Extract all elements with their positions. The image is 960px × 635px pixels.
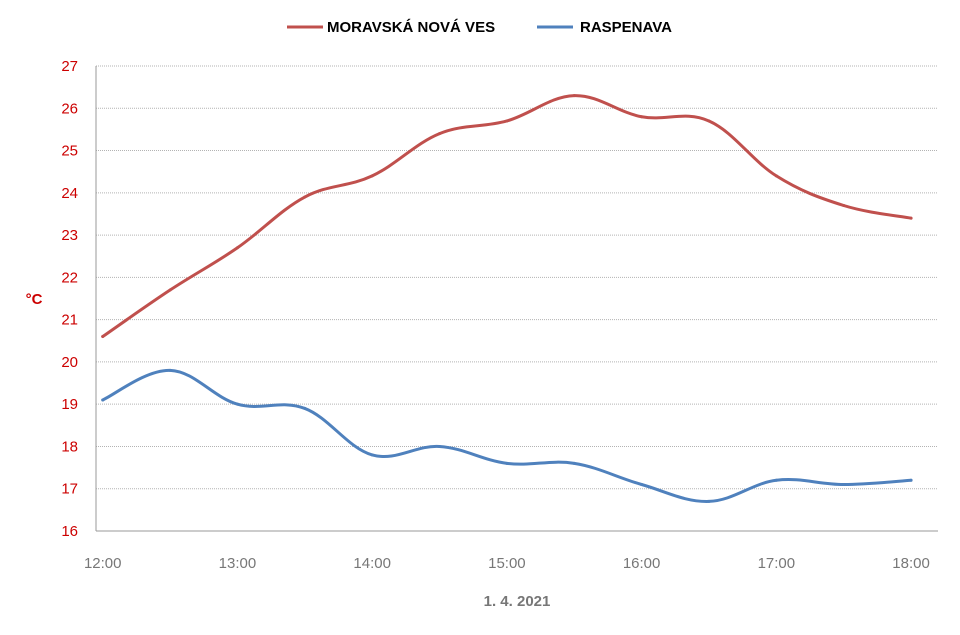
series-points bbox=[101, 94, 913, 503]
x-tick-label: 12:00 bbox=[84, 555, 122, 572]
y-tick-label: 18 bbox=[61, 438, 78, 455]
data-point bbox=[505, 119, 509, 123]
y-tick-label: 26 bbox=[61, 100, 78, 117]
data-point bbox=[101, 335, 105, 339]
data-point bbox=[370, 174, 374, 178]
y-tick-label: 24 bbox=[61, 185, 78, 202]
legend-label: RASPENAVA bbox=[580, 19, 672, 36]
y-tick-label: 16 bbox=[61, 523, 78, 540]
y-tick-label: 22 bbox=[61, 269, 78, 286]
data-point bbox=[909, 478, 913, 482]
data-point bbox=[640, 483, 644, 486]
y-tick-label: 23 bbox=[61, 227, 78, 244]
data-point bbox=[303, 195, 307, 199]
data-point bbox=[303, 406, 307, 410]
data-point bbox=[505, 461, 509, 465]
data-point bbox=[774, 174, 778, 178]
x-tick-label: 13:00 bbox=[219, 555, 257, 572]
gridlines bbox=[96, 65, 938, 490]
y-tick-label: 25 bbox=[61, 143, 78, 160]
data-point bbox=[438, 132, 442, 136]
x-tick-label: 16:00 bbox=[623, 555, 661, 572]
data-point bbox=[707, 119, 711, 123]
series-line-0 bbox=[101, 94, 913, 339]
data-point bbox=[168, 368, 172, 372]
x-tick-label: 15:00 bbox=[488, 555, 526, 572]
legend: MORAVSKÁ NOVÁ VES RASPENAVA bbox=[287, 19, 672, 36]
data-point bbox=[707, 499, 711, 503]
y-tick-label: 19 bbox=[61, 396, 78, 413]
data-point bbox=[572, 94, 576, 98]
data-point bbox=[842, 204, 846, 207]
data-point bbox=[168, 288, 172, 292]
data-point bbox=[438, 444, 442, 448]
data-point bbox=[640, 115, 644, 119]
x-axis-title: 1. 4. 2021 bbox=[484, 593, 551, 610]
data-point bbox=[101, 398, 105, 402]
legend-label: MORAVSKÁ NOVÁ VES bbox=[327, 19, 495, 36]
data-point bbox=[370, 453, 374, 457]
y-axis-title: °C bbox=[26, 291, 43, 308]
data-point bbox=[909, 216, 913, 220]
data-point bbox=[235, 402, 239, 406]
x-tick-label: 17:00 bbox=[758, 555, 796, 572]
axes bbox=[95, 66, 938, 532]
x-tick-label: 14:00 bbox=[353, 555, 391, 572]
y-tick-label: 21 bbox=[61, 312, 78, 329]
x-tick-label: 18:00 bbox=[892, 555, 930, 572]
data-point bbox=[774, 478, 778, 482]
x-axis-ticks: 12:00 13:00 14:00 15:00 16:00 17:00 18:00 bbox=[84, 555, 930, 572]
series-line-1 bbox=[101, 368, 913, 503]
data-point bbox=[235, 246, 239, 250]
y-tick-label: 27 bbox=[61, 58, 78, 75]
series-lines bbox=[101, 94, 913, 503]
y-tick-label: 17 bbox=[61, 481, 78, 498]
y-tick-label: 20 bbox=[61, 354, 78, 371]
data-point bbox=[842, 483, 846, 486]
y-axis-ticks: 16 17 18 19 20 21 22 23 24 25 26 27 bbox=[61, 58, 78, 540]
data-point bbox=[572, 461, 576, 465]
